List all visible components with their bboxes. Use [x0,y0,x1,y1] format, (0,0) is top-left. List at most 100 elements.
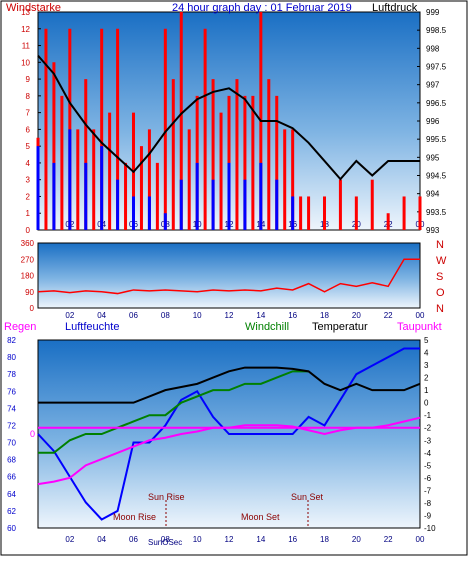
bottom-x-tick-label: 14 [256,535,265,544]
top-right-tick-label: 995.5 [426,135,447,144]
regen-label: Regen [4,321,36,333]
top-left-tick-label: 1 [26,209,31,218]
mid-x-tick-label: 12 [225,311,234,320]
mid-x-tick-label: 02 [65,311,74,320]
top-left-tick-label: 11 [22,42,31,51]
bottom-left-tick-label: 78 [7,370,16,379]
mid-x-tick-label: 20 [352,311,361,320]
top-right-tick-label: 994 [426,190,440,199]
top-left-tick-label: 8 [26,92,31,101]
mid-x-tick-label: 18 [320,311,329,320]
bottom-right-tick-label: -7 [424,486,432,495]
top-right-tick-label: 998 [426,44,440,53]
bottom-left-tick-label: 72 [7,421,16,430]
top-right-tick-label: 997.5 [426,63,447,72]
mid-left-tick-label: 0 [30,304,35,313]
mid-x-tick-label: 08 [161,311,170,320]
bottom-right-tick-label: -2 [424,424,432,433]
bottom-series [37,347,421,521]
bottom-x-tick-label: 12 [225,535,234,544]
top-series [36,12,422,230]
mid-x-tick-label: 10 [193,311,202,320]
bottom-right-tick-label: -10 [424,524,436,533]
mid-series [37,258,420,295]
bottom-left-tick-label: 64 [7,490,16,499]
top-left-tick-label: 4 [26,159,31,168]
bottom-right-tick-label: -6 [424,474,432,483]
bottom-right-tick-label: -5 [424,461,432,470]
top-right-tick-label: 996.5 [426,99,447,108]
top-left-tick-label: 3 [26,176,31,185]
taupunkt-label: Taupunkt [397,321,442,333]
bottom-left-tick-label: 66 [7,473,16,482]
sun-rise-text: Sun Rise [148,492,185,502]
bottom-right-tick-label: -4 [424,449,432,458]
top-left-tick-label: 2 [26,192,31,201]
bottom-right-tick-label: -1 [424,411,432,420]
bottom-right-tick-label: 4 [424,349,429,358]
bottom-x-tick-label: 06 [129,535,138,544]
bottom-right-tick-label: 1 [424,386,429,395]
top-right-ticks: 993 993.5 994 994.5 995 995.5 996 996.5 997 997.5… [417,8,447,235]
chart-title: 24 hour graph day : 01 Februar 2019 [172,2,352,14]
bottom-x-tick-label: 04 [97,535,106,544]
compass-label: N [436,303,444,315]
sun-set-text: Sun Set [291,492,324,502]
bottom-right-tick-label: -8 [424,499,432,508]
direction-line [37,258,420,295]
mid-left-ticks: 0 90 180 270 360 [21,239,35,313]
bottom-left-tick-label: 80 [7,353,16,362]
compass-label: O [436,287,445,299]
bottom-x-tick-label: 02 [65,535,74,544]
bottom-right-tick-label: -3 [424,436,432,445]
bottom-right-tick-label: 5 [424,336,429,345]
top-left-tick-label: 10 [21,58,30,67]
mid-left-tick-label: 360 [21,239,35,248]
bottom-right-tick-label: 3 [424,361,429,370]
moon-rise-text: Moon Rise [113,512,156,522]
top-left-tick-label: 13 [21,8,30,17]
mid-x-tick-label: 22 [384,311,393,320]
mid-x-tick-label: 16 [288,311,297,320]
top-left-tick-label: 7 [26,109,31,118]
bottom-x-tick-label: 10 [193,535,202,544]
top-right-tick-label: 995 [426,153,440,162]
humidity-line [37,347,420,521]
mid-x-tick-label: 06 [129,311,138,320]
bottom-x-tick-label: 20 [352,535,361,544]
top-left-tick-label: 12 [21,25,30,34]
bottom-left-tick-label: 60 [7,524,16,533]
temperatur-label: Temperatur [312,321,368,333]
pressure-line [37,54,420,181]
bottom-left-tick-label: 74 [7,404,16,413]
bottom-right-tick-label: 2 [424,374,429,383]
luftfeuchte-label: Luftfeuchte [65,321,119,333]
bottom-x-tick-label: 18 [320,535,329,544]
windchill-line [38,370,309,454]
top-right-tick-label: 998.5 [426,26,447,35]
bottom-x-tick-label: 00 [416,535,425,544]
compass-label: W [436,255,447,267]
mid-left-tick-label: 90 [25,288,34,297]
temperature-line [38,366,421,404]
top-right-tick-label: 993.5 [426,208,447,217]
bottom-x-tick-label: 08 [161,535,170,544]
bottom-left-tick-label: 76 [7,387,16,396]
bottom-left-tick-label: 68 [7,456,16,465]
mid-x-ticks: 02 04 06 08 10 12 14 16 18 20 22 00 [65,311,425,320]
moon-set-text: Moon Set [241,512,280,522]
top-left-tick-label: 0 [26,226,31,235]
windstarke-label: Windstarke [6,2,61,14]
top-left-tick-label: 5 [26,142,31,151]
windchill-label: Windchill [245,321,289,333]
mid-plot-area [37,242,421,309]
top-right-tick-label: 993 [426,226,440,235]
bottom-x-tick-label: 16 [288,535,297,544]
luftdruck-label: Luftdruck [372,2,418,14]
top-right-tick-label: 997 [426,81,440,90]
rain-zero-label: 0 [30,429,35,439]
